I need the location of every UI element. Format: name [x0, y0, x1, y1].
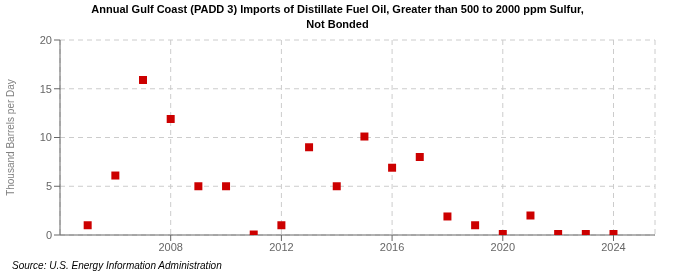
svg-text:20: 20 — [40, 34, 52, 46]
svg-text:2024: 2024 — [601, 241, 625, 253]
svg-text:2016: 2016 — [380, 241, 404, 253]
svg-text:10: 10 — [40, 131, 52, 143]
svg-text:2012: 2012 — [269, 241, 293, 253]
svg-text:2008: 2008 — [158, 241, 182, 253]
svg-text:0: 0 — [46, 229, 52, 241]
svg-text:15: 15 — [40, 83, 52, 95]
html-text:Source: U.S. Energy Informatio: Source: U.S. Energy Information Administ… — [12, 260, 222, 271]
svg-text:Thousand Barrels per Day: Thousand Barrels per Day — [8, 79, 16, 196]
svg-text:5: 5 — [46, 180, 52, 192]
html-text:Annual Gulf Coast (PADD 3) Imp: Annual Gulf Coast (PADD 3) Imports of Di… — [91, 3, 584, 15]
svg-text:2020: 2020 — [491, 241, 515, 253]
html-text:Not Bonded: Not Bonded — [306, 18, 369, 30]
